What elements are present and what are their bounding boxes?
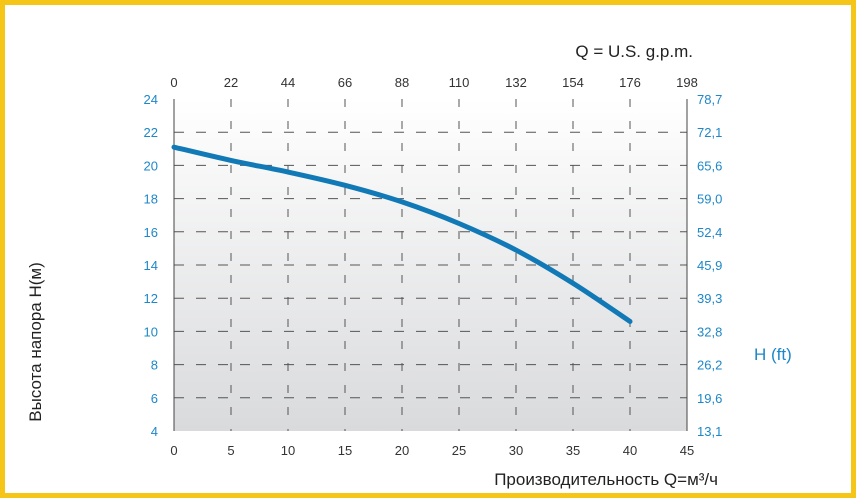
right-tick-label: 32,8 bbox=[697, 324, 722, 339]
top-tick-label: 44 bbox=[281, 75, 295, 90]
axes bbox=[173, 99, 688, 431]
y-tick-label: 10 bbox=[144, 324, 158, 339]
top-tick-label: 154 bbox=[562, 75, 584, 90]
top-tick-label: 110 bbox=[449, 75, 470, 90]
x-tick-label: 35 bbox=[566, 443, 580, 458]
y-tick-label: 20 bbox=[144, 158, 158, 173]
x-tick-label: 0 bbox=[170, 443, 177, 458]
plot-area bbox=[174, 99, 687, 431]
right-axis-label: H (ft) bbox=[754, 345, 792, 364]
right-tick-label: 45,9 bbox=[697, 258, 722, 273]
top-tick-label: 66 bbox=[338, 75, 352, 90]
x-tick-label: 30 bbox=[509, 443, 523, 458]
right-tick-label: 72,1 bbox=[697, 125, 722, 140]
x-tick-label: 5 bbox=[227, 443, 234, 458]
y-tick-label: 18 bbox=[144, 192, 158, 207]
right-tick-label: 78,7 bbox=[697, 92, 722, 107]
right-tick-label: 59,0 bbox=[697, 192, 722, 207]
y-tick-label: 12 bbox=[144, 291, 158, 306]
top-tick-label: 88 bbox=[395, 75, 409, 90]
y-tick-label: 6 bbox=[151, 391, 158, 406]
right-tick-label: 39,3 bbox=[697, 291, 722, 306]
top-axis-label: Q = U.S. g.p.m. bbox=[575, 42, 693, 61]
top-tick-label: 22 bbox=[224, 75, 238, 90]
right-tick-label: 52,4 bbox=[697, 225, 722, 240]
x-tick-label: 20 bbox=[395, 443, 409, 458]
x-tick-label: 40 bbox=[623, 443, 637, 458]
y-tick-label: 24 bbox=[144, 92, 158, 107]
y-tick-label: 22 bbox=[144, 125, 158, 140]
x-tick-label: 10 bbox=[281, 443, 295, 458]
top-tick-label: 176 bbox=[619, 75, 641, 90]
x-tick-label: 45 bbox=[680, 443, 694, 458]
right-tick-label: 65,6 bbox=[697, 158, 722, 173]
y-tick-label: 16 bbox=[144, 225, 158, 240]
right-tick-label: 13,1 bbox=[697, 424, 722, 439]
grid bbox=[174, 99, 687, 431]
y-tick-label: 8 bbox=[151, 358, 158, 373]
y-tick-label: 4 bbox=[151, 424, 158, 439]
x-axis-label: Производительность Q=м³/ч bbox=[494, 470, 718, 489]
y-axis-label: Высота напора H(м) bbox=[26, 262, 45, 422]
series-line bbox=[171, 144, 633, 324]
right-tick-label: 19,6 bbox=[697, 391, 722, 406]
tick-labels: 0 5 10 15 20 25 30 35 40 45 0 22 44 66 88 110 132 154 176 1… bbox=[144, 75, 723, 458]
top-tick-label: 132 bbox=[505, 75, 527, 90]
top-tick-label: 198 bbox=[676, 75, 698, 90]
x-tick-label: 25 bbox=[452, 443, 466, 458]
right-tick-label: 26,2 bbox=[697, 358, 722, 373]
x-tick-label: 15 bbox=[338, 443, 352, 458]
y-tick-label: 14 bbox=[144, 258, 158, 273]
top-tick-label: 0 bbox=[170, 75, 177, 90]
